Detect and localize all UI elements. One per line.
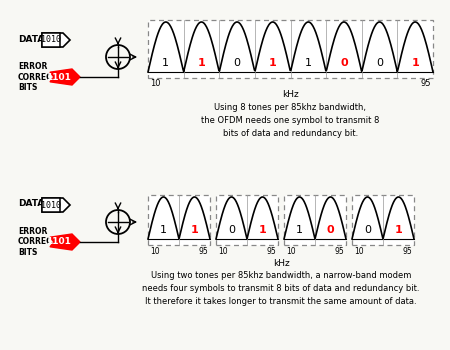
Text: Using 8 tones per 85khz bandwidth,
the OFDM needs one symbol to transmit 8
bits : Using 8 tones per 85khz bandwidth, the O… — [201, 103, 380, 138]
Text: 1: 1 — [259, 225, 266, 235]
Text: 1: 1 — [191, 225, 198, 235]
Text: 0: 0 — [234, 58, 241, 68]
Text: 95: 95 — [198, 247, 208, 256]
Text: 1: 1 — [305, 58, 312, 68]
Polygon shape — [42, 33, 70, 47]
Text: 0: 0 — [364, 225, 371, 235]
Text: ERROR
CORRECTION
BITS: ERROR CORRECTION BITS — [18, 62, 74, 92]
Text: kHz: kHz — [282, 90, 299, 99]
Text: 1101: 1101 — [45, 238, 71, 246]
Text: kHz: kHz — [273, 259, 289, 268]
Text: 95: 95 — [402, 247, 412, 256]
Text: 1: 1 — [395, 225, 402, 235]
FancyBboxPatch shape — [148, 195, 210, 245]
FancyBboxPatch shape — [42, 33, 60, 47]
Polygon shape — [50, 234, 80, 250]
Text: 95: 95 — [334, 247, 344, 256]
Text: 10: 10 — [150, 247, 160, 256]
Text: DATA: DATA — [18, 199, 44, 209]
Text: 10: 10 — [150, 79, 161, 88]
FancyBboxPatch shape — [42, 198, 60, 212]
Polygon shape — [50, 69, 80, 85]
Text: 0: 0 — [327, 225, 334, 235]
Text: 95: 95 — [420, 79, 431, 88]
Text: 1: 1 — [296, 225, 303, 235]
FancyBboxPatch shape — [352, 195, 414, 245]
Text: 10: 10 — [218, 247, 228, 256]
Text: 1: 1 — [269, 58, 277, 68]
Text: 1: 1 — [411, 58, 419, 68]
Text: 95: 95 — [266, 247, 276, 256]
Text: ERROR
CORRECTION
BITS: ERROR CORRECTION BITS — [18, 227, 74, 257]
Text: 0: 0 — [340, 58, 348, 68]
Text: 1101: 1101 — [45, 72, 71, 82]
Text: 1010: 1010 — [41, 35, 61, 44]
Text: 0: 0 — [376, 58, 383, 68]
Polygon shape — [42, 198, 70, 212]
Text: 1010: 1010 — [41, 201, 61, 210]
Text: 1: 1 — [162, 58, 169, 68]
FancyBboxPatch shape — [284, 195, 346, 245]
Text: 1: 1 — [160, 225, 167, 235]
Text: 10: 10 — [354, 247, 364, 256]
Text: 1: 1 — [198, 58, 205, 68]
FancyBboxPatch shape — [216, 195, 278, 245]
FancyBboxPatch shape — [148, 20, 433, 78]
Text: 0: 0 — [228, 225, 235, 235]
Text: Using two tones per 85khz bandwidth, a narrow-band modem
needs four symbols to t: Using two tones per 85khz bandwidth, a n… — [142, 271, 420, 306]
Text: DATA: DATA — [18, 35, 44, 43]
Text: 10: 10 — [286, 247, 296, 256]
